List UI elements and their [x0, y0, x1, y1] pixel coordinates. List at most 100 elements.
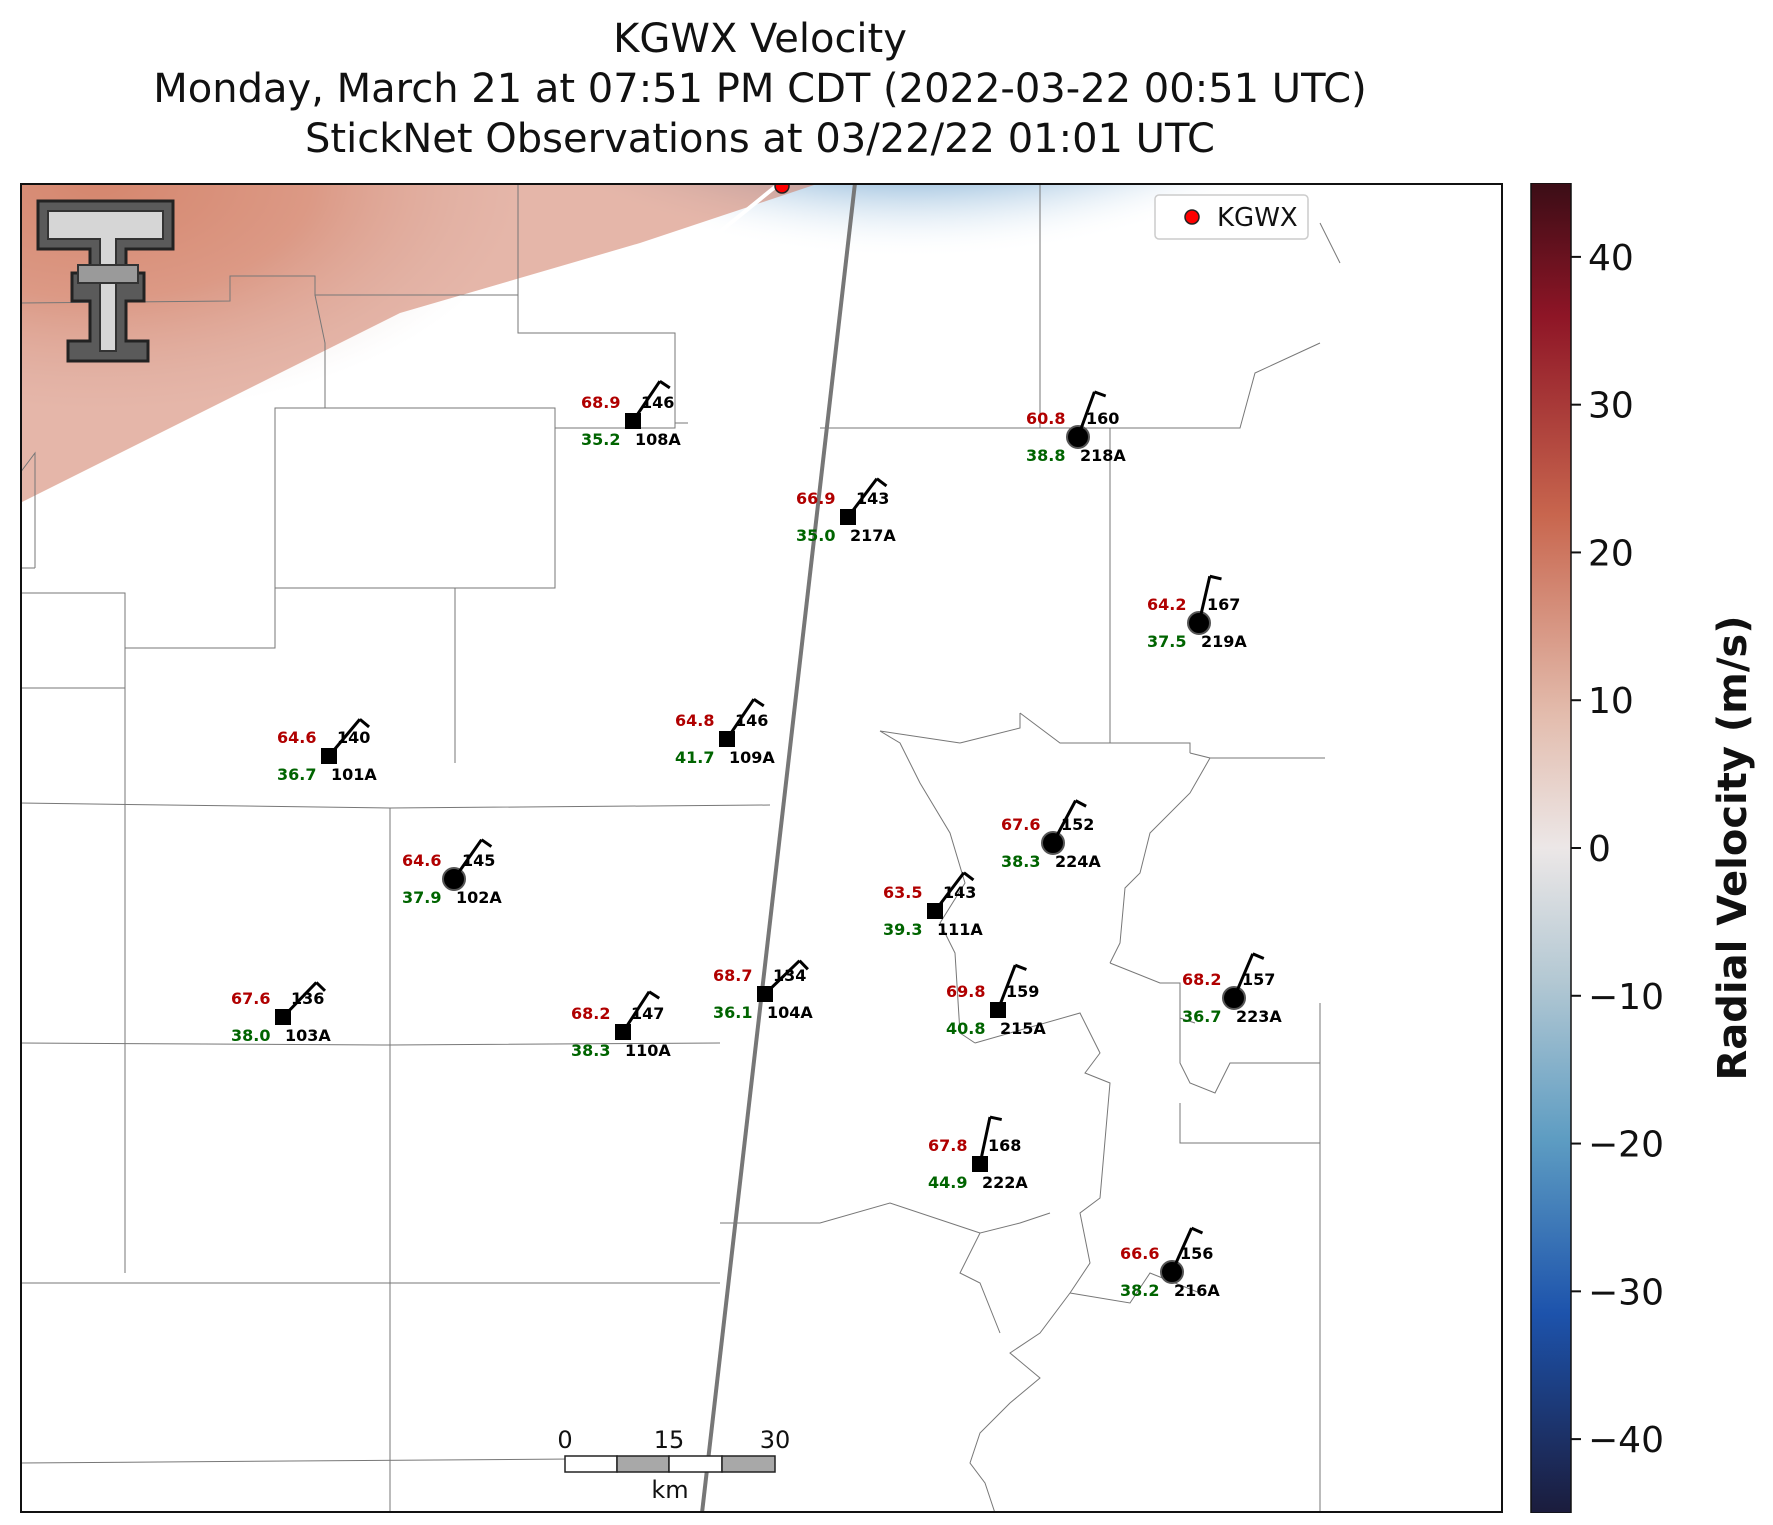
- colorbar-label: Radial Velocity (m/s): [1710, 615, 1756, 1080]
- legend: KGWX: [1154, 194, 1309, 240]
- colorbar-tick-label: 40: [1588, 238, 1634, 279]
- station-id: 218A: [1080, 446, 1126, 465]
- station-dewpoint: 38.8: [1026, 446, 1065, 465]
- wind-barb-flag: [1190, 1226, 1204, 1235]
- station-id: 224A: [1055, 852, 1101, 871]
- university-logo: [36, 199, 175, 363]
- station-wind-direction: 160: [1086, 409, 1119, 428]
- station-wind-direction: 167: [1207, 595, 1240, 614]
- wind-barb-flag: [875, 477, 888, 488]
- station-101A: 64.6 140 36.7 101A: [277, 718, 377, 784]
- wind-barb-flag: [315, 981, 327, 992]
- wind-barb-flag: [358, 718, 371, 729]
- wind-barb-flag: [962, 871, 975, 882]
- station-wind-direction: 157: [1242, 970, 1275, 989]
- station-temperature: 64.6: [277, 728, 316, 747]
- station-id: 217A: [850, 526, 896, 545]
- station-wind-direction: 159: [1006, 982, 1039, 1001]
- wind-barb-staff: [1170, 1227, 1193, 1273]
- title-line-2: Monday, March 21 at 07:51 PM CDT (2022-0…: [153, 66, 1367, 112]
- station-temperature: 60.8: [1026, 409, 1065, 428]
- station-dewpoint: 38.3: [1001, 852, 1040, 871]
- station-wind-direction: 156: [1180, 1244, 1213, 1263]
- wind-barb-staff: [281, 981, 318, 1019]
- station-temperature: 67.8: [928, 1136, 967, 1155]
- station-109A: 64.8 146 41.7 109A: [675, 697, 775, 767]
- colorbar-tick-label: 30: [1588, 386, 1634, 427]
- station-103A: 67.6 136 38.0 103A: [231, 981, 331, 1045]
- wind-barb-staff: [327, 718, 362, 757]
- station-215A: 69.8 159 40.8 215A: [946, 963, 1046, 1038]
- station-id: 223A: [1236, 1007, 1282, 1026]
- station-temperature: 67.6: [231, 989, 270, 1008]
- wind-barb-flag: [989, 1115, 1003, 1122]
- station-224A: 67.6 152 38.3 224A: [1001, 799, 1101, 871]
- station-id: 104A: [767, 1003, 813, 1022]
- station-218A: 60.8 160 38.8 218A: [1026, 390, 1126, 465]
- station-id: 215A: [1000, 1019, 1046, 1038]
- station-id: 111A: [937, 920, 983, 939]
- station-id: 103A: [285, 1026, 331, 1045]
- station-id: 110A: [625, 1041, 671, 1060]
- station-dewpoint: 36.7: [1182, 1007, 1221, 1026]
- station-110A: 68.2 147 38.3 110A: [571, 990, 671, 1060]
- station-wind-direction: 136: [291, 989, 324, 1008]
- wind-barb-flag: [659, 379, 671, 390]
- station-wind-direction: 146: [735, 711, 768, 730]
- wind-barb-staff: [1197, 575, 1212, 624]
- station-id: 109A: [729, 748, 775, 767]
- title-line-1: KGWX Velocity: [613, 16, 907, 62]
- wind-barb-staff: [978, 1116, 992, 1165]
- station-216A: 66.6 156 38.2 216A: [1120, 1226, 1220, 1300]
- station-104A: 68.7 134 36.1 104A: [713, 959, 813, 1022]
- stations-layer: 68.9 146 35.2 108A 60.8 160 38.8 218A 66.9 143 35.…: [231, 379, 1282, 1300]
- station-217A: 66.9 143 35.0 217A: [796, 477, 896, 545]
- wind-barb-flag: [1093, 390, 1107, 398]
- station-temperature: 67.6: [1001, 815, 1040, 834]
- station-dewpoint: 36.7: [277, 765, 316, 784]
- station-wind-direction: 147: [631, 1004, 664, 1023]
- colorbar: 40 30 20 10 0 −10 −20 −30 −40 Radial Velocity (m…: [1530, 183, 1756, 1513]
- radar-beam-blockage: [248, 183, 782, 615]
- station-dewpoint: 35.0: [796, 526, 835, 545]
- station-dewpoint: 36.1: [713, 1003, 752, 1022]
- wind-barb-flag: [1074, 799, 1087, 808]
- station-temperature: 68.7: [713, 966, 752, 985]
- colorbar-gradient: [1530, 183, 1572, 1513]
- scale-label-30: 30: [760, 1426, 791, 1454]
- radar-map: KGWX 68.9 146 35.2 108A 60.8 160 38.8 218A 66.9 1…: [20, 183, 1503, 1513]
- wind-barb-staff: [1051, 799, 1077, 844]
- wind-barb-flag: [1014, 963, 1027, 971]
- wind-barb-flag: [753, 697, 765, 708]
- wind-barb-flag: [480, 838, 493, 848]
- station-temperature: 68.2: [571, 1004, 610, 1023]
- station-temperature: 66.6: [1120, 1244, 1159, 1263]
- scale-label-15: 15: [654, 1426, 685, 1454]
- colorbar-tick-label: −10: [1588, 977, 1664, 1018]
- station-dewpoint: 44.9: [928, 1173, 967, 1192]
- station-id: 219A: [1201, 632, 1247, 651]
- station-wind-direction: 145: [462, 851, 495, 870]
- station-dewpoint: 41.7: [675, 748, 714, 767]
- legend-radar-marker: [1184, 209, 1200, 225]
- station-223A: 68.2 157 36.7 223A: [1182, 952, 1282, 1026]
- title-line-3: StickNet Observations at 03/22/22 01:01 …: [305, 116, 1215, 162]
- county-borders: [20, 183, 1341, 1513]
- station-wind-direction: 143: [856, 489, 889, 508]
- velocity-field-red-top: [20, 183, 820, 503]
- station-temperature: 63.5: [883, 883, 922, 902]
- station-108A: 68.9 146 35.2 108A: [581, 379, 681, 449]
- wind-barb-staff: [846, 477, 879, 518]
- radar-site-marker: [774, 183, 790, 194]
- station-wind-direction: 146: [641, 393, 674, 412]
- station-id: 102A: [456, 888, 502, 907]
- station-temperature: 64.8: [675, 711, 714, 730]
- station-id: 216A: [1174, 1281, 1220, 1300]
- wind-barb-staff: [1076, 391, 1096, 438]
- colorbar-tick-label: −40: [1588, 1420, 1664, 1461]
- wind-barb-staff: [631, 380, 662, 422]
- station-219A: 64.2 167 37.5 219A: [1147, 574, 1247, 651]
- scale-label-0: 0: [557, 1426, 572, 1454]
- station-dewpoint: 39.3: [883, 920, 922, 939]
- station-wind-direction: 140: [337, 728, 370, 747]
